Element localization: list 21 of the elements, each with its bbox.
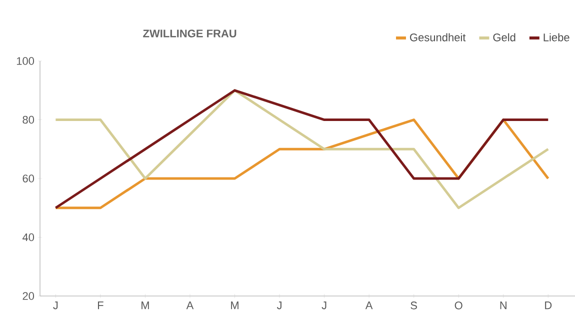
y-tick-label: 20 (22, 292, 34, 300)
y-tick-label: 60 (22, 174, 34, 182)
x-tick-label: N (500, 302, 506, 310)
x-tick-label: S (410, 302, 417, 310)
x-tick-label: A (365, 302, 373, 310)
x-tick-label: D (545, 302, 552, 310)
y-tick-label: 100 (16, 57, 34, 65)
legend-label: Liebe (544, 33, 570, 42)
y-tick-label: 80 (22, 116, 34, 124)
x-tick-label: F (98, 302, 104, 310)
x-tick-label: J (276, 302, 282, 310)
x-tick-label: J (53, 302, 58, 310)
x-tick-label: M (231, 302, 238, 310)
x-tick-label: J (322, 302, 326, 310)
legend-label: Gesundheit (410, 33, 466, 42)
x-tick-label: O (454, 302, 462, 310)
x-tick-label: M (142, 302, 149, 310)
legend-label: Geld (493, 33, 516, 42)
chart-title: ZWILLINGE FRAU (143, 30, 236, 38)
x-tick-label: A (186, 302, 194, 310)
y-tick-label: 40 (22, 233, 34, 242)
